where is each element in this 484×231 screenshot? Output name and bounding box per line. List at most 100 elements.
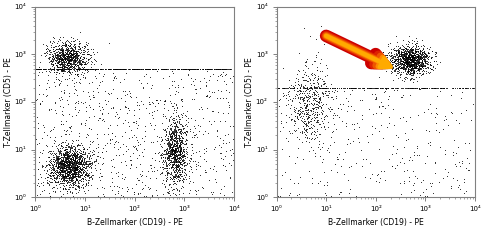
Point	[407, 58, 415, 61]
Point	[302, 133, 309, 137]
Point	[50, 48, 58, 52]
Point	[137, 174, 145, 178]
Point	[172, 144, 180, 147]
Point	[74, 63, 82, 67]
Point	[81, 169, 89, 173]
Point	[301, 128, 309, 132]
Point	[394, 49, 402, 53]
Point	[328, 107, 335, 111]
Point	[294, 82, 302, 85]
Point	[309, 118, 317, 122]
Point	[55, 82, 62, 86]
Point	[61, 58, 69, 62]
Point	[59, 58, 67, 61]
Point	[63, 150, 71, 153]
Point	[54, 61, 62, 65]
Point	[390, 52, 397, 56]
Point	[67, 50, 75, 53]
Point	[54, 148, 62, 151]
Point	[75, 161, 83, 164]
Point	[73, 167, 81, 170]
Point	[66, 49, 74, 53]
Point	[62, 67, 70, 70]
Point	[313, 181, 321, 185]
Point	[57, 46, 64, 50]
Point	[398, 63, 406, 66]
Point	[439, 86, 446, 89]
Point	[323, 106, 331, 110]
Point	[97, 67, 105, 70]
Point	[222, 96, 230, 100]
Point	[115, 67, 123, 70]
Point	[73, 72, 80, 76]
Point	[52, 50, 60, 54]
Point	[449, 176, 456, 180]
Point	[340, 86, 348, 89]
Point	[188, 67, 196, 70]
Point	[170, 152, 178, 156]
Point	[297, 82, 304, 85]
Point	[373, 86, 380, 89]
Point	[181, 163, 188, 166]
Point	[61, 151, 69, 155]
Point	[59, 166, 67, 169]
Point	[391, 61, 399, 65]
Point	[347, 88, 355, 91]
Point	[64, 65, 72, 69]
Point	[291, 121, 299, 125]
Point	[67, 45, 75, 49]
Point	[55, 59, 63, 63]
Point	[53, 64, 61, 67]
Point	[368, 112, 376, 116]
Point	[72, 49, 80, 53]
Point	[399, 66, 407, 70]
Point	[225, 76, 233, 80]
Point	[161, 67, 168, 70]
Point	[64, 40, 72, 44]
Point	[178, 140, 185, 144]
Point	[447, 86, 455, 89]
Point	[429, 86, 437, 89]
Point	[421, 194, 428, 198]
Point	[67, 55, 75, 59]
Point	[60, 162, 68, 165]
Point	[112, 139, 120, 143]
Point	[67, 67, 75, 70]
Point	[77, 170, 85, 174]
Point	[307, 126, 315, 130]
Point	[167, 152, 175, 156]
Point	[410, 61, 418, 64]
Point	[219, 111, 227, 115]
Point	[179, 163, 187, 167]
Point	[406, 47, 414, 50]
Point	[162, 67, 170, 70]
Point	[191, 67, 198, 70]
Point	[416, 64, 424, 67]
Point	[175, 127, 182, 131]
Point	[218, 67, 226, 70]
Point	[221, 82, 229, 85]
Point	[63, 170, 71, 174]
Point	[76, 59, 84, 63]
Point	[58, 49, 66, 52]
Point	[328, 129, 336, 133]
Point	[73, 149, 81, 153]
Point	[396, 60, 404, 63]
Point	[66, 53, 74, 57]
Point	[58, 46, 65, 49]
Point	[79, 147, 87, 151]
Point	[59, 48, 67, 52]
Point	[291, 94, 299, 98]
Point	[400, 57, 408, 61]
Point	[412, 60, 420, 64]
Point	[403, 52, 410, 55]
Point	[288, 86, 296, 89]
Point	[58, 161, 65, 165]
Point	[174, 125, 182, 129]
Point	[178, 158, 186, 162]
Point	[60, 60, 67, 64]
Point	[179, 124, 187, 128]
Point	[66, 165, 74, 168]
Point	[309, 109, 317, 113]
Point	[60, 152, 68, 156]
